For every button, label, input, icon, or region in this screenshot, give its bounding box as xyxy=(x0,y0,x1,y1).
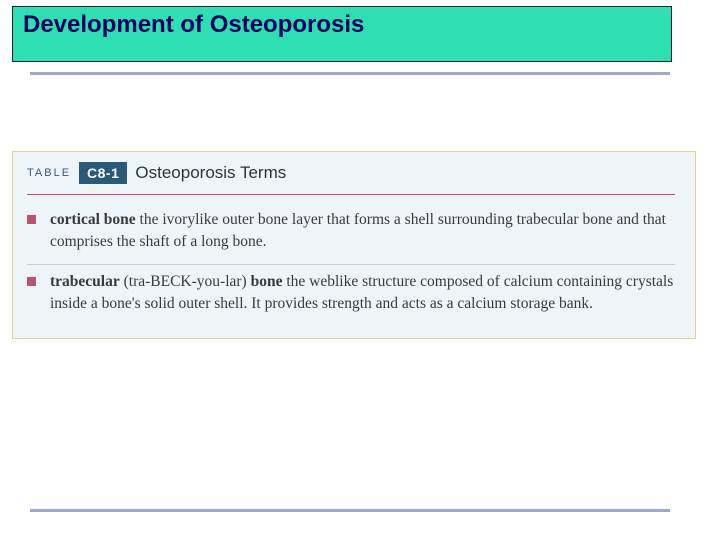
header-divider xyxy=(27,194,675,195)
table-label: TABLE xyxy=(27,167,71,179)
term-row: trabecular (tra-BECK-you-lar) bone the w… xyxy=(27,267,675,324)
term-name: trabecular xyxy=(50,273,120,290)
title-bar: Development of Osteoporosis xyxy=(12,6,672,62)
term-name-2: bone xyxy=(251,273,283,290)
horizontal-rule-bottom xyxy=(30,509,670,512)
term-pronunciation: (tra-BECK-you-lar) xyxy=(120,273,251,290)
row-divider xyxy=(27,264,675,265)
term-row: cortical bone the ivorylike outer bone l… xyxy=(27,205,675,262)
table-header: TABLE C8-1 Osteoporosis Terms xyxy=(27,162,675,190)
page-title: Development of Osteoporosis xyxy=(23,11,661,39)
term-name: cortical bone xyxy=(50,211,136,228)
bullet-icon xyxy=(27,215,36,224)
term-text: cortical bone the ivorylike outer bone l… xyxy=(50,209,675,254)
bullet-icon xyxy=(27,277,36,286)
terms-table: TABLE C8-1 Osteoporosis Terms cortical b… xyxy=(12,151,696,339)
table-title: Osteoporosis Terms xyxy=(135,163,286,183)
term-definition: the ivorylike outer bone layer that form… xyxy=(50,211,666,250)
horizontal-rule-top xyxy=(30,72,670,75)
table-badge: C8-1 xyxy=(79,162,127,184)
term-text: trabecular (tra-BECK-you-lar) bone the w… xyxy=(50,271,675,316)
